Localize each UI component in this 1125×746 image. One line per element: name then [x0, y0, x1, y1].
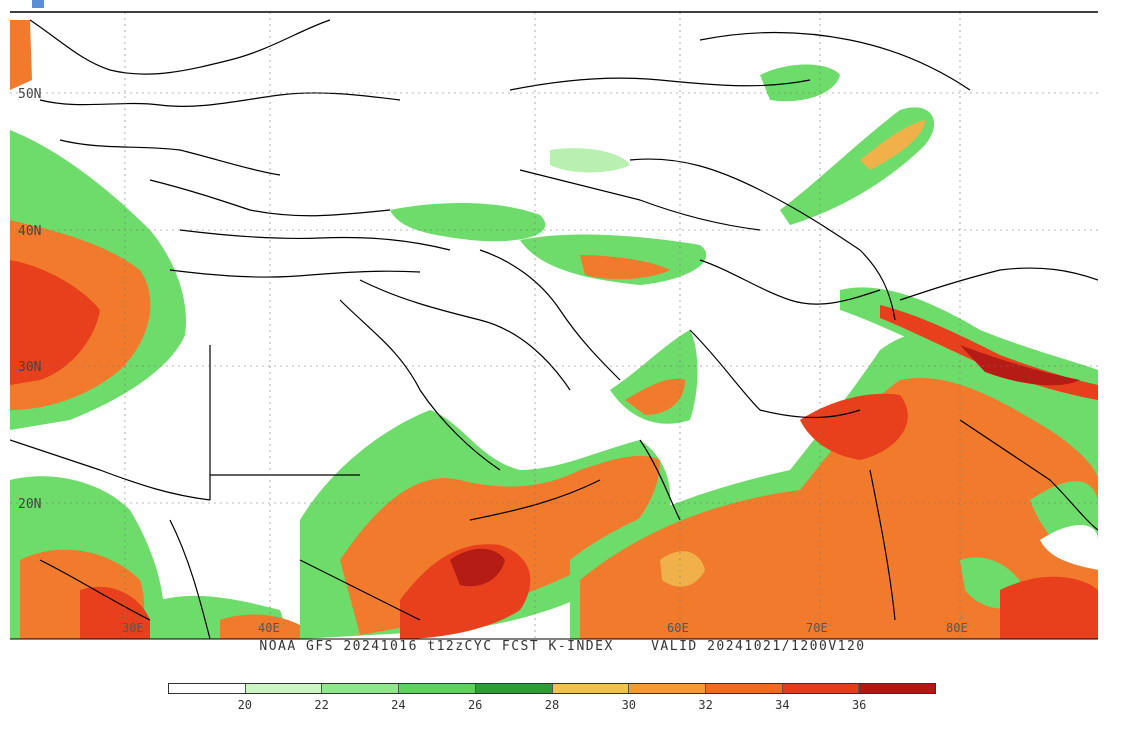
- legend-swatch: [705, 684, 783, 693]
- lon-label-60e: 60E: [667, 621, 689, 635]
- caption-model-run: NOAA GFS 20241016 t12zCYC FCST K-INDEX: [259, 639, 614, 654]
- country-borders: [10, 19, 1098, 639]
- color-scale-labels: 20 22 24 26 28 30 32 34 36: [168, 698, 936, 712]
- legend-tick-label: 26: [467, 698, 483, 712]
- legend-swatch: [552, 684, 630, 693]
- map-caption: NOAA GFS 20241016 t12zCYC FCST K-INDEX V…: [0, 639, 1125, 654]
- lon-label-70e: 70E: [806, 621, 828, 635]
- lat-label-50n: 50N: [18, 87, 41, 102]
- legend-tick-label: 22: [314, 698, 329, 712]
- legend-swatch: [169, 684, 246, 693]
- lon-label-30e: 30E: [122, 621, 144, 635]
- legend-tick-label: 32: [698, 698, 713, 712]
- legend-swatch: [322, 684, 400, 693]
- legend-tick-label: 28: [544, 698, 560, 712]
- legend-swatch: [859, 684, 936, 693]
- legend-swatch: [629, 684, 706, 693]
- k-index-field: [10, 20, 1098, 639]
- lat-label-30n: 30N: [18, 360, 41, 375]
- lon-label-40e: 40E: [258, 621, 280, 635]
- lat-label-40n: 40N: [18, 224, 41, 239]
- legend-swatch: [399, 684, 476, 693]
- corner-marker-icon: [32, 0, 44, 8]
- lat-lon-grid: [10, 12, 1098, 639]
- caption-valid-time: VALID 20241021/1200V120: [651, 639, 866, 654]
- legend-tick-label: 34: [775, 698, 790, 712]
- legend-tick-label: 24: [391, 698, 406, 712]
- lon-label-80e: 80E: [946, 621, 968, 635]
- legend-swatch: [475, 684, 553, 693]
- legend-tick-label: 20: [237, 698, 253, 712]
- legend-tick-label: 30: [621, 698, 637, 712]
- lat-label-20n: 20N: [18, 497, 41, 512]
- legend-swatch: [782, 684, 860, 693]
- legend-tick-label: 36: [851, 698, 867, 712]
- legend-swatch: [245, 684, 323, 693]
- color-scale-legend: [168, 683, 936, 694]
